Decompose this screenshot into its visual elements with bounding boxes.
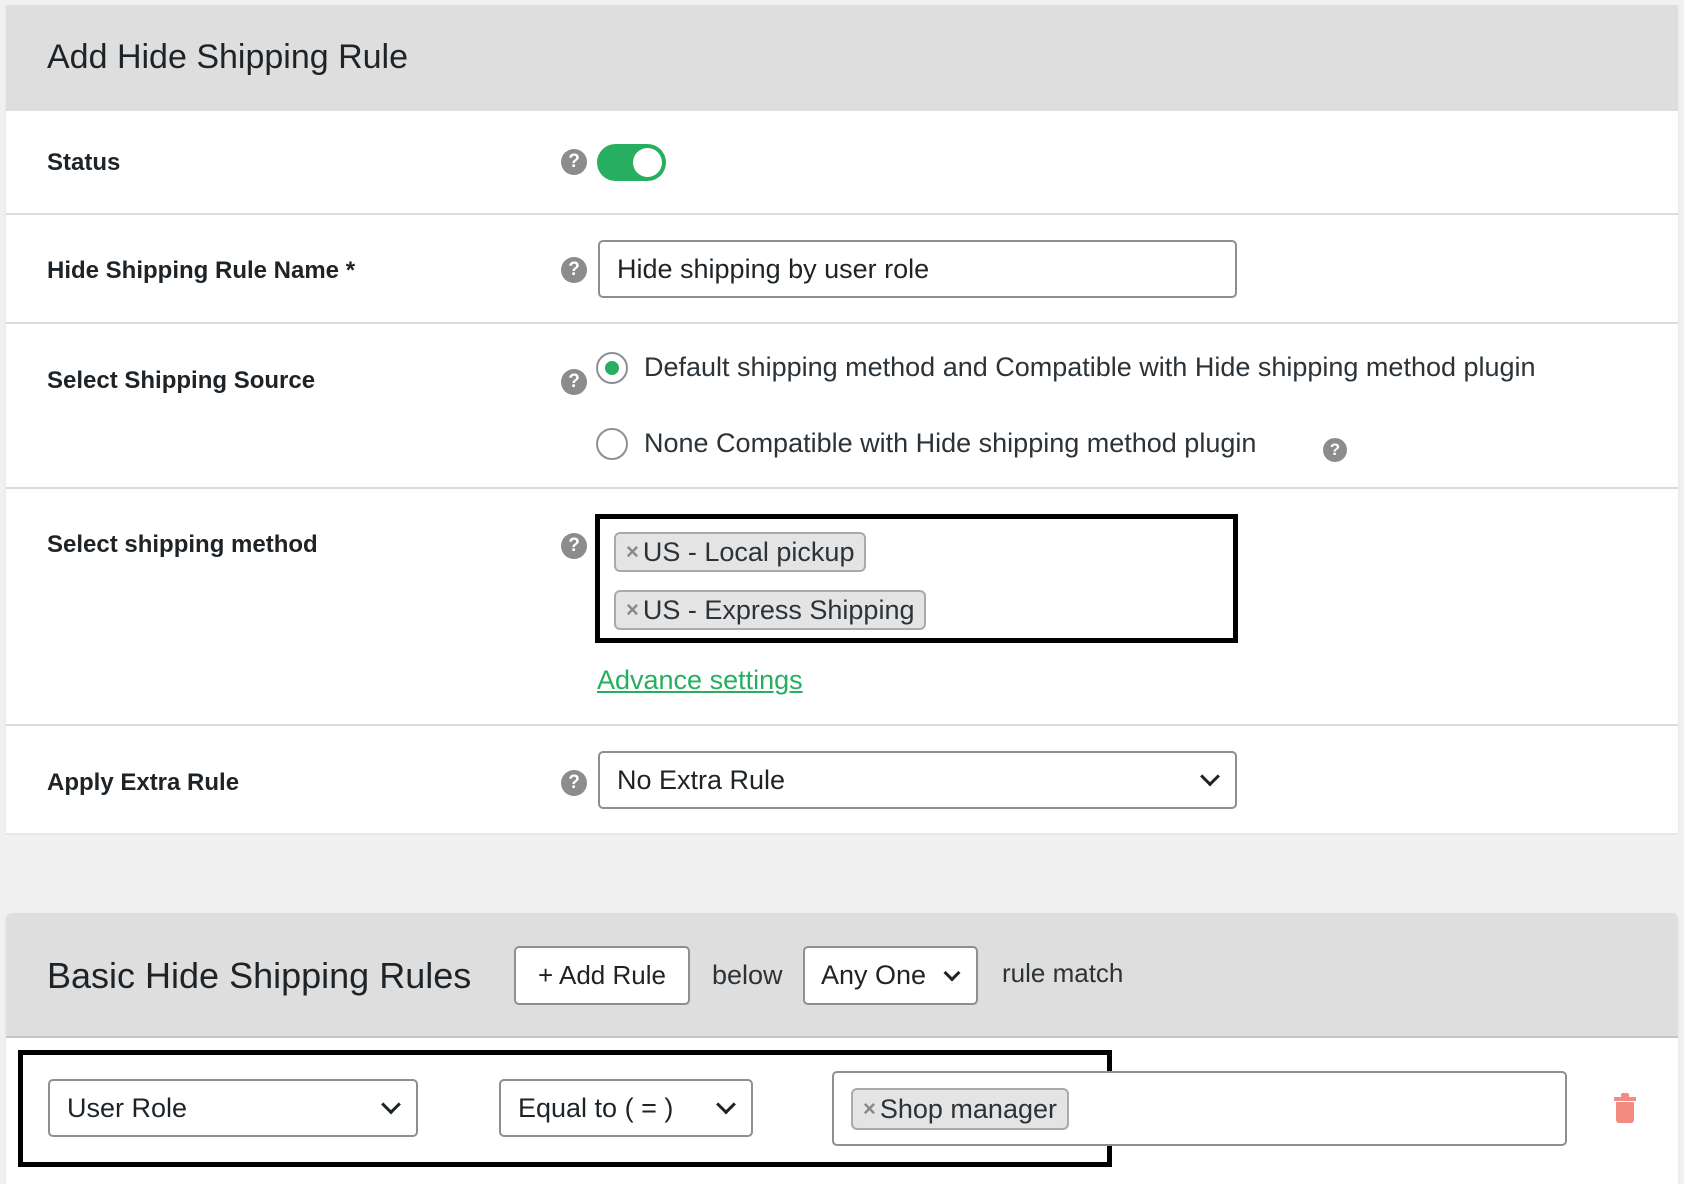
- trash-icon[interactable]: [1614, 1093, 1636, 1123]
- shipping-method-select[interactable]: × US - Local pickup × US - Express Shippin…: [595, 514, 1238, 643]
- divider: [6, 487, 1678, 489]
- help-icon[interactable]: ?: [561, 149, 587, 175]
- tag-shop-manager: × Shop manager: [851, 1088, 1069, 1130]
- divider: [6, 213, 1678, 215]
- below-text: below: [712, 960, 783, 990]
- chevron-down-icon: [943, 964, 961, 981]
- rule-name-label: Hide Shipping Rule Name *: [47, 257, 356, 284]
- x-icon[interactable]: ×: [626, 597, 639, 622]
- add-rule-panel: Add Hide Shipping Rule Status ? Hide Shi…: [6, 5, 1678, 833]
- extra-rule-select[interactable]: No Extra Rule: [598, 751, 1237, 809]
- shipping-source-label: Select Shipping Source: [47, 367, 316, 394]
- status-label: Status: [47, 149, 121, 176]
- source-radio-none[interactable]: [596, 428, 628, 460]
- extra-rule-label: Apply Extra Rule: [47, 769, 240, 796]
- rule-name-input[interactable]: Hide shipping by user role: [598, 240, 1237, 298]
- help-icon[interactable]: ?: [561, 533, 587, 559]
- page-title: Add Hide Shipping Rule: [47, 38, 409, 76]
- source-radio-default[interactable]: [596, 352, 628, 384]
- x-icon[interactable]: ×: [863, 1096, 876, 1121]
- x-icon[interactable]: ×: [626, 539, 639, 564]
- rules-header: Basic Hide Shipping Rules + Add Rule bel…: [6, 913, 1678, 1038]
- divider: [6, 322, 1678, 324]
- rules-title: Basic Hide Shipping Rules: [47, 955, 472, 996]
- rule-match-text: rule match: [1002, 958, 1124, 988]
- help-icon[interactable]: ?: [561, 369, 587, 395]
- divider: [6, 724, 1678, 726]
- chevron-down-icon: [716, 1094, 736, 1115]
- rules-panel: Basic Hide Shipping Rules + Add Rule bel…: [6, 913, 1678, 1184]
- rule-operator-select[interactable]: Equal to ( = ): [499, 1079, 753, 1137]
- shipping-method-label: Select shipping method: [47, 531, 318, 558]
- panel-header: Add Hide Shipping Rule: [6, 5, 1678, 111]
- help-icon[interactable]: ?: [561, 257, 587, 283]
- chevron-down-icon: [381, 1094, 401, 1115]
- help-icon[interactable]: ?: [1323, 438, 1347, 462]
- chevron-down-icon: [1200, 766, 1220, 787]
- match-select[interactable]: Any One: [803, 946, 978, 1005]
- tag-local-pickup: × US - Local pickup: [614, 532, 867, 572]
- rule-field-select[interactable]: User Role: [48, 1079, 418, 1137]
- status-toggle[interactable]: [597, 144, 666, 181]
- add-rule-button[interactable]: + Add Rule: [514, 946, 690, 1005]
- source-option-default[interactable]: Default shipping method and Compatible w…: [644, 352, 1536, 382]
- toggle-knob: [633, 148, 662, 177]
- rule-value-select[interactable]: × Shop manager: [832, 1071, 1567, 1146]
- help-icon[interactable]: ?: [561, 770, 587, 796]
- source-option-none[interactable]: None Compatible with Hide shipping metho…: [644, 428, 1257, 458]
- tag-express-shipping: × US - Express Shipping: [614, 590, 927, 630]
- advance-settings-link[interactable]: Advance settings: [597, 665, 803, 695]
